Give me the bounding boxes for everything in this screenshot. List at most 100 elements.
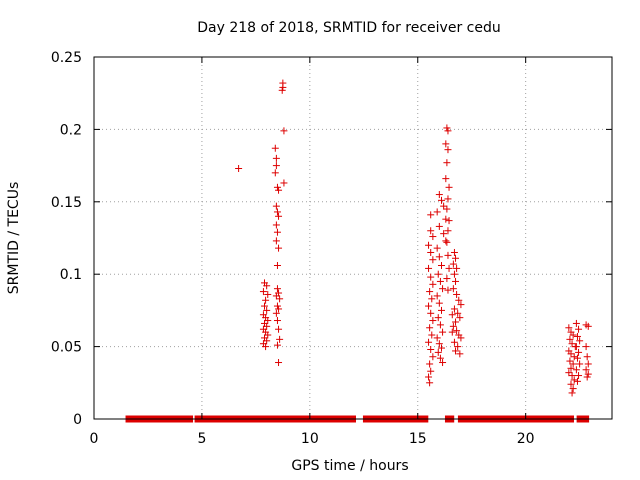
data-point bbox=[272, 154, 280, 162]
data-point bbox=[442, 215, 450, 223]
data-point bbox=[569, 360, 577, 368]
data-point bbox=[440, 202, 448, 210]
data-point bbox=[454, 343, 462, 351]
data-point bbox=[435, 222, 443, 230]
data-point bbox=[263, 337, 271, 345]
data-point bbox=[235, 164, 243, 172]
data-point bbox=[439, 328, 447, 336]
data-point bbox=[583, 373, 591, 381]
data-point bbox=[444, 251, 452, 259]
data-point bbox=[276, 335, 284, 343]
y-axis-label: SRMTID / TECUs bbox=[6, 182, 22, 295]
data-point bbox=[427, 273, 435, 281]
data-point bbox=[565, 324, 573, 332]
axis-ticks bbox=[93, 56, 612, 420]
y-tick-label: 0.1 bbox=[60, 267, 82, 283]
data-point bbox=[433, 292, 441, 300]
data-point bbox=[264, 331, 272, 339]
data-point bbox=[427, 309, 435, 317]
data-point bbox=[570, 376, 578, 384]
data-point bbox=[434, 270, 442, 278]
data-point bbox=[452, 254, 460, 262]
data-point bbox=[272, 237, 280, 245]
data-point bbox=[275, 244, 283, 252]
data-point bbox=[437, 262, 445, 270]
grid-lines bbox=[94, 57, 612, 419]
data-point bbox=[445, 183, 453, 191]
data-point bbox=[442, 175, 450, 183]
data-point bbox=[573, 354, 581, 362]
data-point bbox=[584, 360, 592, 368]
data-point bbox=[570, 353, 578, 361]
data-point bbox=[453, 327, 461, 335]
data-point bbox=[275, 212, 283, 220]
data-point bbox=[436, 277, 444, 285]
x-axis-label: GPS time / hours bbox=[291, 458, 408, 474]
data-point bbox=[271, 144, 279, 152]
data-point bbox=[457, 301, 465, 309]
data-point bbox=[450, 338, 458, 346]
data-point bbox=[569, 385, 577, 393]
data-point bbox=[437, 196, 445, 204]
data-point bbox=[425, 241, 433, 249]
data-point bbox=[449, 260, 457, 268]
data-point bbox=[583, 353, 591, 361]
data-point bbox=[437, 344, 445, 352]
data-point bbox=[450, 305, 458, 313]
data-point bbox=[584, 322, 592, 330]
data-point bbox=[443, 205, 451, 213]
data-point bbox=[428, 295, 436, 303]
data-point bbox=[262, 343, 270, 351]
data-point bbox=[435, 191, 443, 199]
data-point bbox=[452, 347, 460, 355]
y-tick-label: 0 bbox=[73, 412, 82, 428]
x-tick-label: 0 bbox=[90, 431, 99, 447]
data-point bbox=[444, 286, 452, 294]
data-point bbox=[273, 317, 281, 325]
data-point bbox=[263, 306, 271, 314]
data-point bbox=[572, 366, 580, 374]
data-point bbox=[569, 331, 577, 339]
data-point bbox=[279, 83, 287, 91]
data-point bbox=[273, 208, 281, 216]
data-point bbox=[453, 290, 461, 298]
data-point bbox=[584, 370, 592, 378]
data-point bbox=[273, 302, 281, 310]
data-point bbox=[453, 264, 461, 272]
data-point bbox=[433, 334, 441, 342]
data-point bbox=[444, 195, 452, 203]
data-point bbox=[445, 264, 453, 272]
data-point bbox=[435, 340, 443, 348]
data-point bbox=[429, 353, 437, 361]
y-tick-label: 0.25 bbox=[51, 50, 82, 66]
y-tick-label: 0.15 bbox=[51, 195, 82, 211]
data-point bbox=[272, 309, 280, 317]
data-point bbox=[456, 350, 464, 358]
data-point bbox=[457, 334, 465, 342]
data-point bbox=[271, 169, 279, 177]
data-point bbox=[443, 159, 451, 167]
data-point bbox=[456, 314, 464, 322]
data-point bbox=[575, 348, 583, 356]
data-point bbox=[443, 238, 451, 246]
data-point bbox=[273, 262, 281, 270]
data-point bbox=[261, 302, 269, 310]
data-point bbox=[272, 221, 280, 229]
data-point bbox=[452, 318, 460, 326]
data-point bbox=[427, 367, 435, 375]
data-point bbox=[450, 270, 458, 278]
data-point bbox=[427, 227, 435, 235]
data-point bbox=[439, 285, 447, 293]
data-point bbox=[454, 309, 462, 317]
data-point bbox=[568, 340, 576, 348]
x-tick-label: 10 bbox=[301, 431, 319, 447]
x-tick-label: 20 bbox=[517, 431, 535, 447]
data-point bbox=[572, 343, 580, 351]
data-point bbox=[573, 377, 581, 385]
y-tick-label: 0.2 bbox=[60, 122, 82, 138]
data-point bbox=[426, 360, 434, 368]
data-point bbox=[455, 296, 463, 304]
data-point bbox=[434, 314, 442, 322]
data-point bbox=[435, 299, 443, 307]
